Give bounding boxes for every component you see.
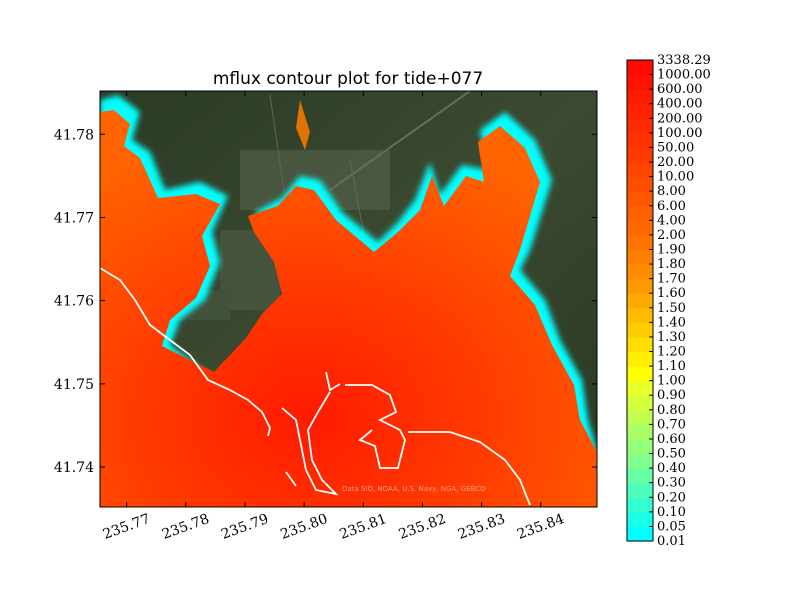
colorbar-label: 0.05 <box>657 519 686 534</box>
colorbar-label: 400.00 <box>657 97 703 112</box>
colorbar-segment <box>627 424 653 440</box>
colorbar-segment <box>627 366 653 382</box>
colorbar-label: 3338.29 <box>657 53 711 68</box>
colorbar-segment <box>627 103 653 119</box>
colorbar-label: 1.50 <box>657 301 686 316</box>
colorbar-label: 1.30 <box>657 330 686 345</box>
colorbar-label: 1.40 <box>657 315 686 330</box>
x-tick-label: 235.78 <box>160 511 212 543</box>
colorbar-segment <box>627 409 653 425</box>
shoreline <box>100 267 531 506</box>
colorbar-segment <box>627 132 653 149</box>
colorbar-segment <box>627 118 653 134</box>
colorbar-label: 10.00 <box>657 170 694 185</box>
colorbar-label: 1.60 <box>657 286 686 301</box>
colorbar-segment <box>627 526 653 542</box>
colorbar[interactable] <box>627 60 653 542</box>
colorbar-segment <box>627 264 653 280</box>
colorbar-segment <box>627 147 653 163</box>
chart-title: mflux contour plot for tide+077 <box>213 69 483 89</box>
colorbar-label: 100.00 <box>657 126 703 141</box>
colorbar-label: 0.40 <box>657 461 686 476</box>
colorbar-label: 200.00 <box>657 111 703 126</box>
colorbar-label: 0.70 <box>657 417 686 432</box>
colorbar-segment <box>627 205 653 221</box>
colorbar-segment <box>627 468 653 484</box>
colorbar-segment <box>627 380 653 396</box>
colorbar-label: 0.90 <box>657 388 686 403</box>
colorbar-label: 1.20 <box>657 345 686 360</box>
colorbar-label: 4.00 <box>657 213 686 228</box>
flux-field <box>100 95 597 507</box>
colorbar-label: 0.10 <box>657 505 686 520</box>
colorbar-segment <box>627 89 653 105</box>
colorbar-label: 0.20 <box>657 490 686 505</box>
colorbar-segment <box>627 234 653 251</box>
x-tick-label: 235.80 <box>278 511 330 543</box>
colorbar-segment <box>627 307 653 323</box>
colorbar-label: 0.80 <box>657 403 686 418</box>
y-tick-label: 41.75 <box>54 377 94 393</box>
colorbar-segment <box>627 278 653 294</box>
colorbar-label: 6.00 <box>657 199 686 214</box>
colorbar-label: 0.60 <box>657 432 686 447</box>
y-tick-label: 41.77 <box>54 210 94 226</box>
y-tick-label: 41.76 <box>54 294 94 310</box>
colorbar-segment <box>627 453 653 469</box>
colorbar-label: 0.30 <box>657 476 686 491</box>
plot-frame <box>99 90 598 508</box>
colorbar-segment <box>627 293 653 309</box>
y-axis: 41.74 41.75 41.76 41.77 41.78 <box>54 127 597 476</box>
colorbar-segment <box>627 220 653 236</box>
colorbar-segment <box>627 511 653 528</box>
colorbar-segment <box>627 351 653 367</box>
colorbar-segment <box>627 191 653 207</box>
colorbar-label: 0.01 <box>657 534 686 549</box>
x-tick-label: 235.84 <box>515 511 567 543</box>
x-tick-label: 235.81 <box>338 511 390 543</box>
colorbar-segment <box>627 336 653 353</box>
colorbar-label: 20.00 <box>657 155 694 170</box>
colorbar-segment <box>627 74 653 90</box>
x-tick-label: 235.79 <box>219 511 271 543</box>
colorbar-segment <box>627 482 653 498</box>
colorbar-label: 1.80 <box>657 257 686 272</box>
colorbar-segment <box>627 176 653 192</box>
colorbar-segment <box>627 395 653 411</box>
colorbar-label: 50.00 <box>657 140 694 155</box>
colorbar-segment <box>627 497 653 513</box>
colorbar-label: 0.50 <box>657 447 686 462</box>
colorbar-label: 1000.00 <box>657 68 711 83</box>
colorbar-label: 1.70 <box>657 272 686 287</box>
colorbar-frame <box>626 59 654 542</box>
colorbar-segment <box>627 438 653 455</box>
y-tick-label: 41.78 <box>54 127 94 143</box>
x-tick-label: 235.77 <box>101 511 153 543</box>
colorbar-segment <box>627 249 653 265</box>
colorbar-segment <box>627 322 653 338</box>
colorbar-label: 1.10 <box>657 359 686 374</box>
plot-area[interactable]: Data SIO, NOAA, U.S. Navy, NGA, GEBCO <box>100 91 597 507</box>
map-credit: Data SIO, NOAA, U.S. Navy, NGA, GEBCO <box>342 485 486 493</box>
colorbar-label: 1.90 <box>657 242 686 257</box>
colorbar-labels: 0.010.050.100.200.300.400.500.600.700.80… <box>649 53 711 549</box>
colorbar-label: 600.00 <box>657 82 703 97</box>
y-tick-label: 41.74 <box>54 460 94 476</box>
x-tick-label: 235.83 <box>456 511 508 543</box>
x-tick-label: 235.82 <box>397 511 449 543</box>
colorbar-segment <box>627 162 653 178</box>
flux-core <box>100 110 597 507</box>
colorbar-label: 2.00 <box>657 228 686 243</box>
colorbar-label: 8.00 <box>657 184 686 199</box>
colorbar-label: 1.00 <box>657 374 686 389</box>
flux-inlet <box>296 100 310 150</box>
colorbar-segment <box>627 60 653 76</box>
